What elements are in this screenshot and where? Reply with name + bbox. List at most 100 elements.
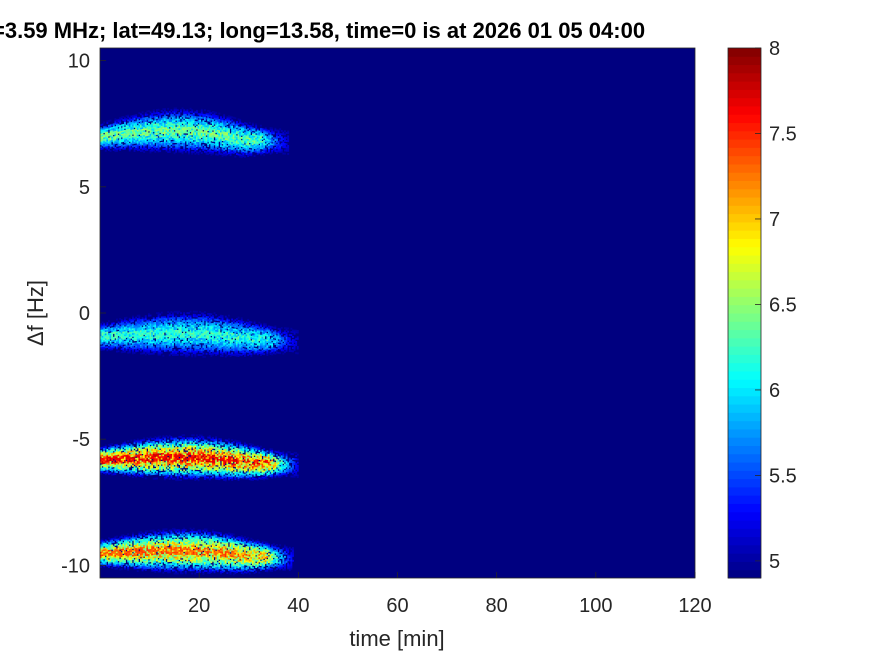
heatmap-cell [260, 323, 262, 326]
heatmap-cell [143, 331, 146, 334]
heatmap-cell [160, 119, 163, 122]
heatmap-cell [149, 149, 152, 152]
heatmap-cell [114, 450, 117, 453]
heatmap-cell [237, 319, 240, 322]
heatmap-cell [167, 133, 170, 136]
heatmap-cell [148, 343, 150, 346]
heatmap-cell [148, 139, 150, 141]
heatmap-cell [276, 144, 278, 146]
heatmap-cell [231, 130, 234, 133]
heatmap-cell [173, 328, 176, 331]
heatmap-cell [220, 133, 222, 136]
heatmap-cell [258, 137, 261, 139]
heatmap-cell [104, 444, 107, 447]
heatmap-cell [184, 337, 187, 340]
heatmap-cell [226, 126, 229, 128]
heatmap-cell [162, 145, 165, 147]
heatmap-cell [192, 325, 195, 327]
heatmap-cell [183, 329, 186, 332]
heatmap-cell [106, 322, 109, 324]
heatmap-cell [144, 448, 147, 451]
heatmap-cell [221, 345, 224, 348]
heatmap-cell [132, 119, 134, 122]
heatmap-cell [152, 146, 155, 149]
heatmap-cell [196, 349, 198, 351]
heatmap-cell [194, 130, 197, 133]
heatmap-cell [228, 329, 230, 331]
heatmap-cell [224, 344, 227, 347]
heatmap-cell [191, 119, 194, 121]
heatmap-cell [117, 324, 120, 327]
heatmap-cell [269, 138, 272, 141]
heatmap-cell [204, 346, 206, 349]
heatmap-cell [242, 137, 245, 140]
heatmap-cell [119, 142, 122, 145]
heatmap-cell [252, 132, 254, 135]
heatmap-cell [183, 120, 186, 123]
heatmap-cell [156, 115, 158, 118]
heatmap-cell [191, 328, 194, 331]
heatmap-cell [268, 344, 270, 347]
heatmap-cell [124, 464, 126, 467]
heatmap-cell [205, 122, 208, 125]
heatmap-cell [216, 325, 219, 328]
heatmap-cell [191, 130, 194, 133]
heatmap-cell [220, 117, 222, 120]
heatmap-cell [175, 341, 178, 344]
heatmap-cell [138, 338, 141, 341]
heatmap-cell [245, 350, 248, 353]
heatmap-cell [252, 336, 254, 339]
heatmap-cell [210, 334, 213, 336]
heatmap-cell [140, 457, 142, 460]
heatmap-cell [247, 323, 250, 326]
heatmap-cell [181, 125, 184, 127]
heatmap-cell [154, 455, 157, 458]
heatmap-cell [208, 329, 211, 331]
heatmap-cell [138, 319, 141, 322]
heatmap-cell [151, 468, 154, 471]
heatmap-cell [220, 322, 222, 325]
heatmap-cell [245, 345, 248, 348]
heatmap-cell [237, 343, 240, 346]
heatmap-cell [221, 332, 224, 335]
heatmap-cell [192, 345, 195, 348]
heatmap-cell [117, 445, 120, 447]
heatmap-cell [178, 113, 181, 116]
heatmap-cell [152, 339, 155, 342]
heatmap-cell [127, 462, 130, 465]
heatmap-cell [242, 345, 245, 347]
heatmap-cell [194, 331, 197, 334]
heatmap-cell [135, 339, 138, 341]
heatmap-cell [165, 332, 168, 334]
heatmap-cell [132, 318, 134, 321]
heatmap-cell [159, 450, 162, 452]
heatmap-cell [127, 116, 130, 119]
heatmap-cell [197, 334, 200, 337]
heatmap-cell [152, 331, 155, 334]
heatmap-cell [264, 323, 267, 326]
heatmap-cell [106, 147, 109, 150]
heatmap-cell [101, 335, 104, 338]
heatmap-cell [205, 335, 208, 338]
heatmap-cell [208, 337, 211, 339]
heatmap-cell [274, 335, 277, 337]
heatmap-cell [194, 345, 197, 348]
heatmap-cell [136, 346, 139, 349]
heatmap-cell [220, 354, 222, 357]
heatmap-cell [143, 128, 146, 131]
heatmap-cell [221, 131, 224, 133]
heatmap-cell [196, 143, 198, 146]
heatmap-cell [244, 128, 246, 131]
heatmap-cell [101, 128, 104, 131]
heatmap-cell [210, 346, 213, 349]
heatmap-cell [183, 320, 186, 323]
heatmap-cell [111, 138, 114, 141]
heatmap-cell [216, 128, 219, 131]
heatmap-cell [197, 124, 200, 127]
heatmap-cell [229, 335, 232, 338]
heatmap-cell [156, 121, 158, 124]
heatmap-cell [247, 139, 250, 141]
heatmap-cell [215, 336, 218, 339]
heatmap-cell [157, 329, 160, 332]
heatmap-cell [133, 145, 136, 147]
